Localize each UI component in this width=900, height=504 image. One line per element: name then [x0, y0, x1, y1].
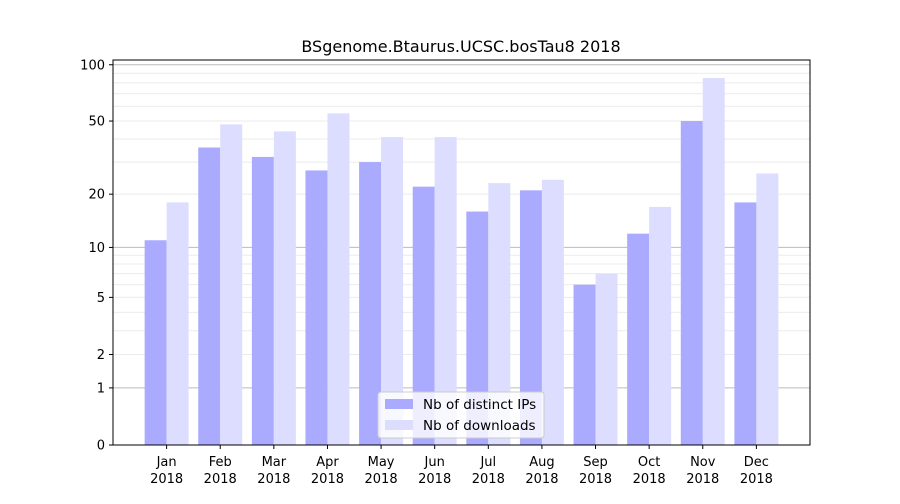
legend-swatch-ips [385, 399, 413, 409]
legend-label-ips: Nb of distinct IPs [423, 397, 536, 413]
bar-downloads [756, 173, 779, 445]
x-axis: Jan 2018 Feb 2018 Mar 2018 Apr 2018 May 2018 Jun 20… [150, 445, 773, 487]
x-tick-label-month: Dec [744, 455, 769, 470]
bar-downloads [541, 179, 564, 445]
x-tick-label-year: 2018 [525, 472, 558, 487]
legend-label-downloads: Nb of downloads [423, 418, 536, 434]
x-tick-label-month: Mar [262, 455, 287, 470]
bar-downloads [327, 113, 350, 445]
bar-downloads [273, 131, 296, 445]
y-tick-label: 2 [97, 348, 105, 363]
bar-downloads [166, 202, 189, 445]
plot-frame [112, 59, 811, 446]
bar-downloads [434, 137, 457, 445]
y-tick-label: 100 [80, 58, 105, 73]
legend: Nb of distinct IPs Nb of downloads [377, 391, 545, 439]
x-tick-label-month: Jan [156, 455, 177, 470]
x-tick-label-year: 2018 [472, 472, 505, 487]
bar-distinct-ips [680, 121, 703, 445]
x-tick-label-month: Jun [424, 455, 445, 470]
y-tick-label: 20 [88, 188, 105, 203]
y-tick-label: 50 [88, 115, 105, 130]
bar-distinct-ips [466, 211, 489, 445]
x-tick-label-month: Feb [209, 455, 232, 470]
bar-distinct-ips [305, 170, 328, 445]
y-axis: 0 1 2 5 10 20 50 100 [80, 58, 113, 454]
x-tick-label-year: 2018 [579, 472, 612, 487]
x-tick-label-month: Sep [583, 455, 608, 470]
x-tick-label-month: Oct [638, 455, 660, 470]
x-tick-label-year: 2018 [686, 472, 719, 487]
bar-distinct-ips [573, 284, 596, 445]
y-tick-label: 5 [97, 291, 105, 306]
bar-distinct-ips [251, 156, 274, 446]
bar-distinct-ips [198, 147, 221, 445]
x-tick-label-year: 2018 [150, 472, 183, 487]
bar-distinct-ips [519, 190, 542, 445]
bars [144, 78, 779, 446]
y-tick-label: 10 [88, 241, 105, 256]
legend-box [377, 391, 545, 439]
x-tick-label-month: May [368, 455, 395, 470]
x-tick-label-month: Jul [479, 455, 496, 470]
x-tick-label-year: 2018 [365, 472, 398, 487]
x-tick-label-year: 2018 [418, 472, 451, 487]
legend-swatch-downloads [385, 420, 413, 430]
bar-downloads [220, 124, 243, 445]
bar-downloads [595, 273, 618, 445]
bar-distinct-ips [359, 162, 382, 446]
bar-downloads [702, 78, 725, 446]
bar-distinct-ips [412, 186, 435, 446]
bar-distinct-ips [734, 202, 757, 445]
x-tick-label-month: Aug [529, 455, 554, 470]
bar-downloads [488, 183, 511, 445]
y-tick-label: 1 [97, 381, 105, 396]
bar-distinct-ips [144, 240, 167, 445]
x-tick-label-year: 2018 [740, 472, 773, 487]
bar-distinct-ips [627, 233, 650, 445]
x-tick-label-year: 2018 [633, 472, 666, 487]
y-tick-label: 0 [97, 439, 105, 454]
x-tick-label-month: Nov [690, 455, 716, 470]
x-tick-label-month: Apr [316, 455, 339, 470]
x-tick-label-year: 2018 [204, 472, 237, 487]
bar-downloads [649, 206, 672, 445]
bar-downloads [381, 137, 404, 445]
x-tick-label-year: 2018 [311, 472, 344, 487]
x-tick-label-year: 2018 [257, 472, 290, 487]
chart-title: BSgenome.Btaurus.UCSC.bosTau8 2018 [301, 37, 620, 56]
